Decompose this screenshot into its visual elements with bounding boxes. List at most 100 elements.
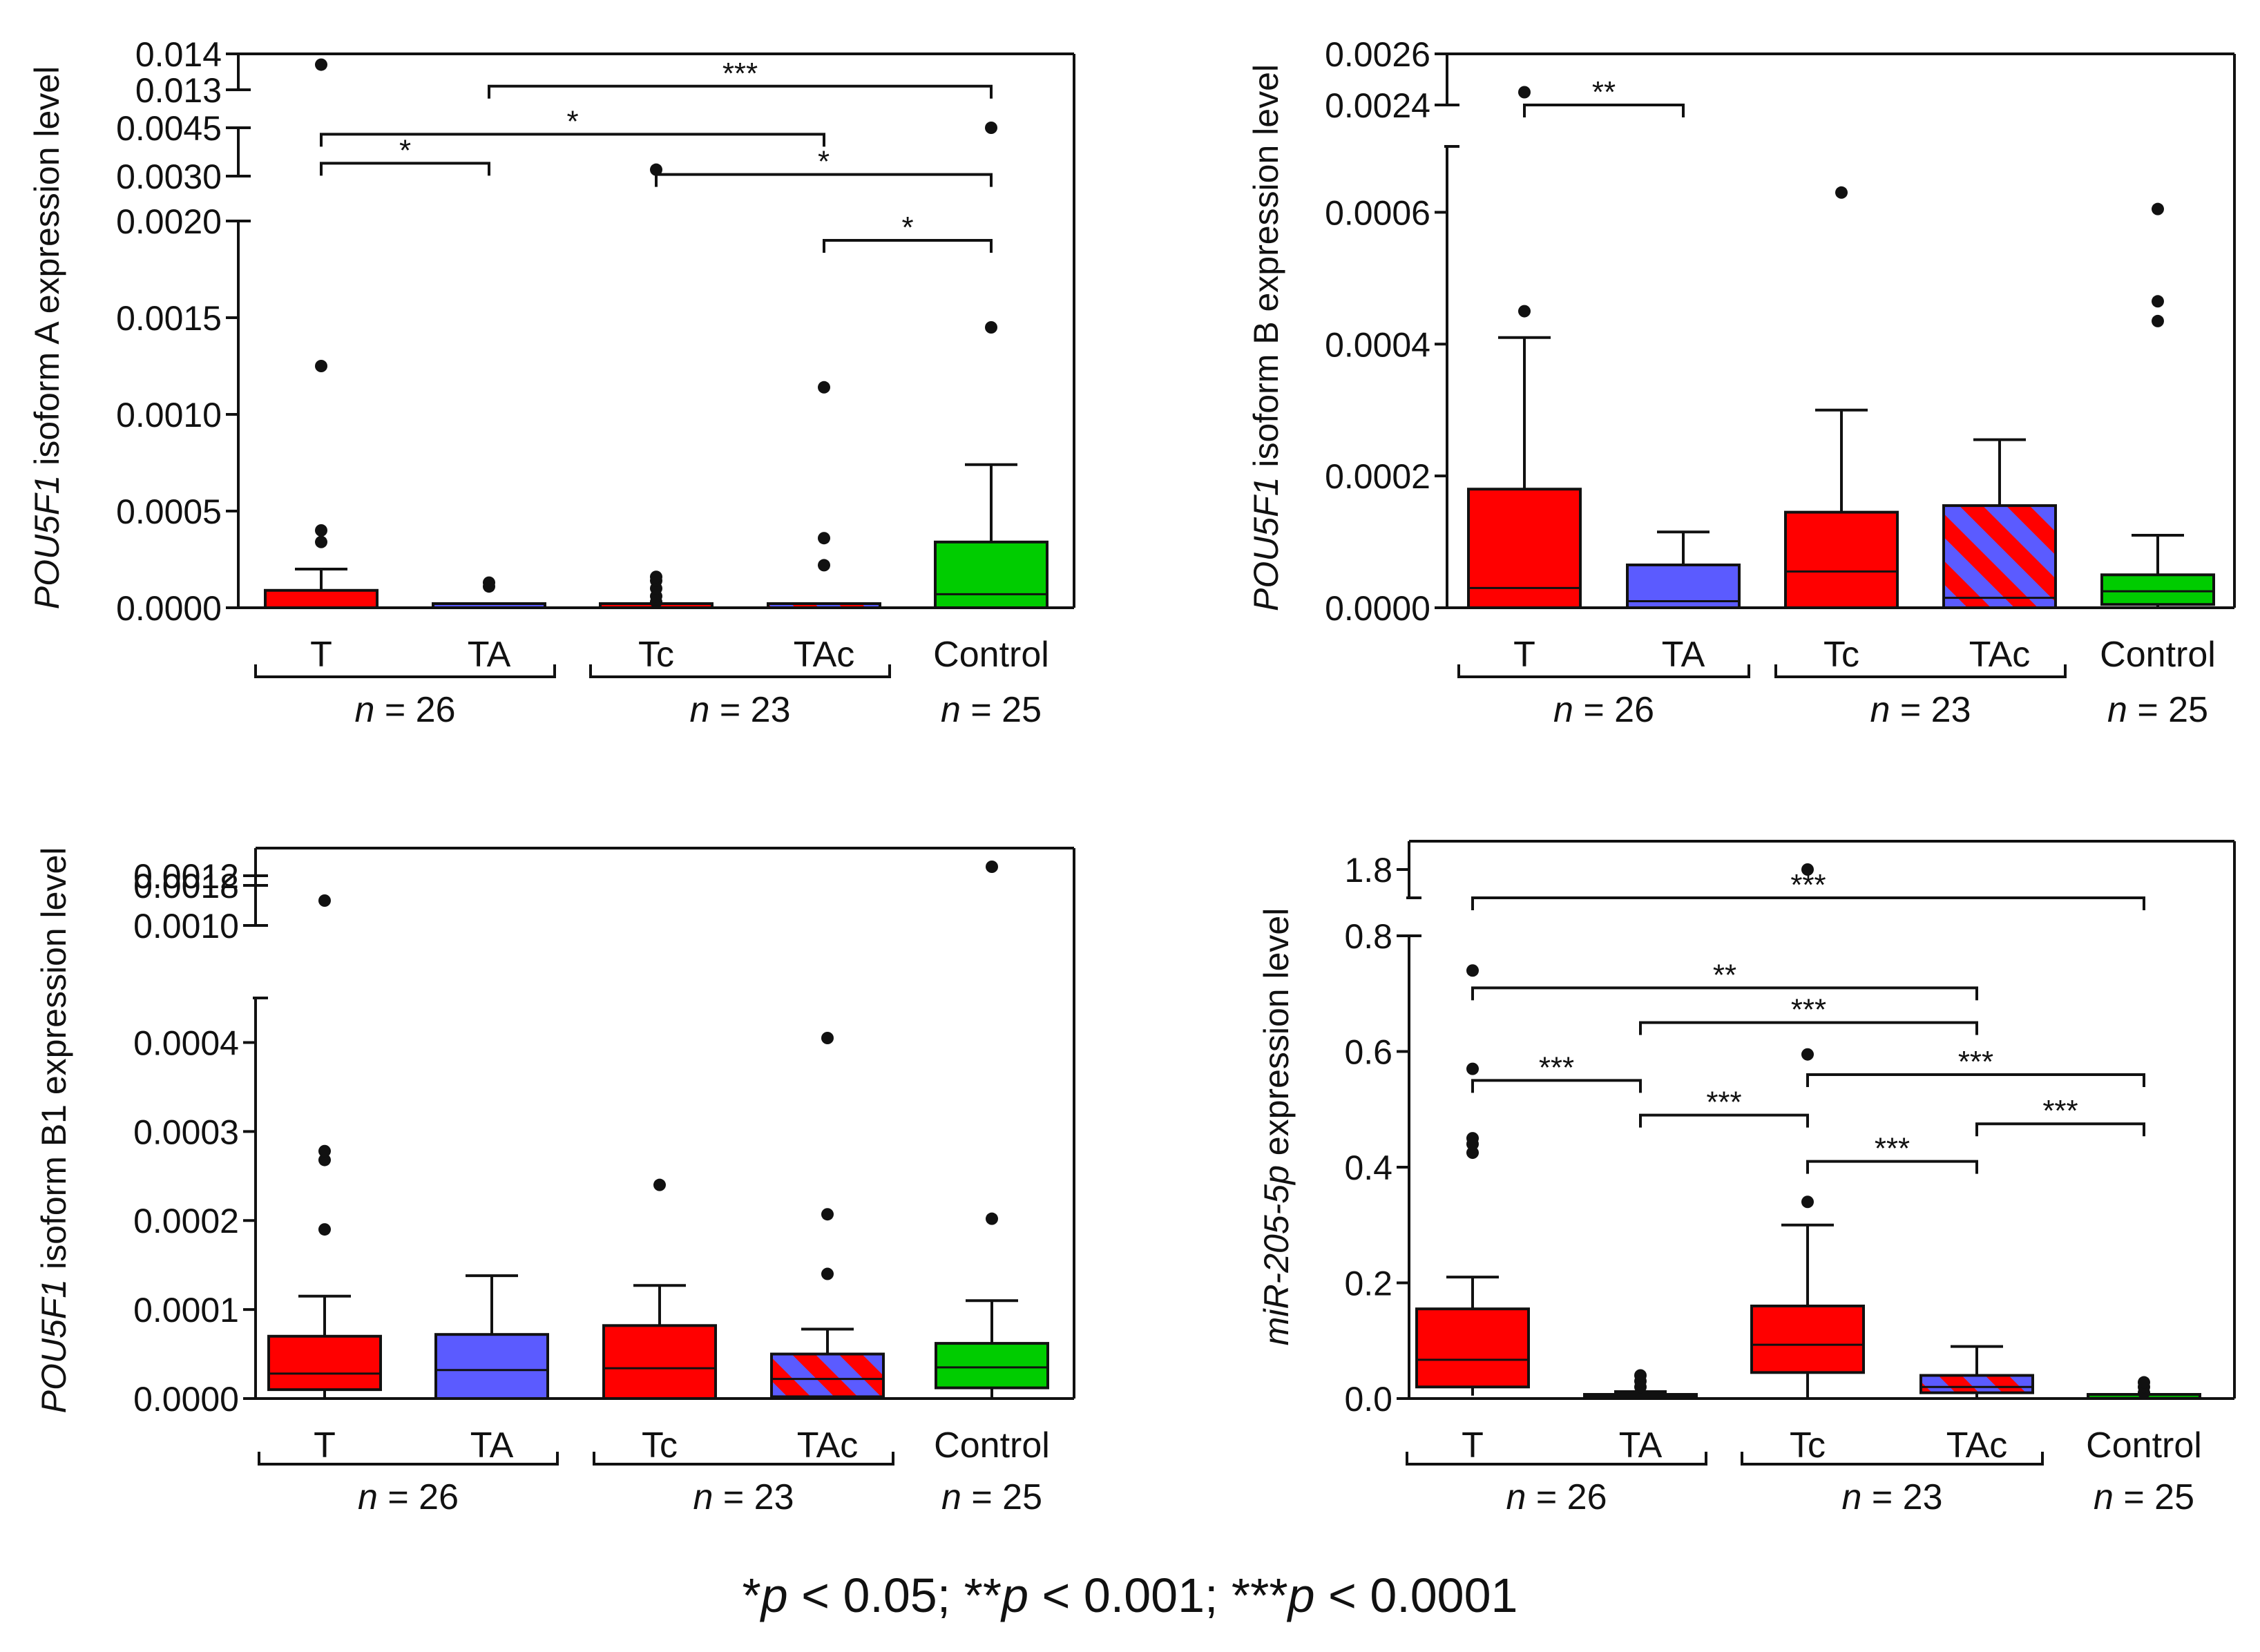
box-control: [2100, 573, 2215, 606]
y-tick-label: 0.0012: [133, 857, 239, 896]
category-label: TA: [1662, 635, 1705, 675]
box-tc: [1750, 1305, 1865, 1374]
y-tick-label: 0.0010: [133, 907, 239, 945]
y-tick-label: 0.0010: [116, 396, 222, 434]
group-brace: [1406, 1452, 1707, 1466]
category-label: TAc: [794, 635, 855, 675]
y-tick-label: 0.0030: [116, 157, 222, 196]
group-n-label: n = 26: [1506, 1477, 1607, 1517]
box-t: [267, 1334, 382, 1392]
outlier-t: [1518, 305, 1531, 318]
y-axis-label-gene: miR-205-5p: [1257, 1165, 1296, 1345]
y-tick-label: 0.0002: [133, 1202, 239, 1240]
y-tick-label: 0.8: [1344, 917, 1392, 956]
outlier-control: [2138, 1376, 2150, 1389]
outlier-t: [318, 894, 331, 907]
outlier-tc: [1801, 863, 1814, 876]
outlier-control: [986, 1212, 998, 1225]
group-n-symbol: n: [358, 1477, 378, 1517]
y-tick-label: 0.0000: [133, 1380, 239, 1419]
group-n-symbol: n: [2094, 1477, 2114, 1517]
y-axis-label-gene: POU5F1: [35, 1279, 73, 1414]
footnote-p-3: p: [1287, 1568, 1315, 1622]
significance-label: ***: [1539, 1050, 1574, 1084]
significance-label: ***: [1958, 1045, 1993, 1079]
box-ta: [434, 1333, 549, 1400]
group-n-symbol: n: [941, 690, 961, 730]
group-n-value: = 23: [1890, 690, 1971, 730]
y-tick-label: 0.0002: [1325, 457, 1430, 496]
category-label: TAc: [1969, 635, 2031, 675]
category-label: T: [310, 635, 332, 675]
group-n-label: n = 25: [2094, 1477, 2194, 1517]
outlier-tac: [818, 381, 830, 394]
significance-bracket: [1639, 1021, 1978, 1035]
outlier-tc: [1801, 1048, 1814, 1061]
category-label: Control: [2100, 635, 2216, 675]
group-n-label: n = 26: [354, 690, 455, 730]
outlier-tac: [821, 1267, 834, 1280]
box-tac: [1919, 1374, 2034, 1394]
outlier-control: [985, 122, 997, 134]
y-tick-label: 0.0015: [116, 299, 222, 338]
category-label: T: [314, 1425, 336, 1466]
y-tick-label: 0.0004: [133, 1024, 239, 1062]
outlier-control: [985, 321, 997, 334]
y-tick-label: 0.4: [1344, 1149, 1392, 1187]
outlier-t: [1518, 86, 1531, 99]
outlier-t: [318, 1153, 331, 1166]
group-n-label: n = 23: [1870, 690, 1971, 730]
box-tac: [1942, 504, 2057, 609]
group-n-label: n = 26: [1553, 690, 1654, 730]
y-tick-label: 0.0005: [116, 492, 222, 531]
significance-label: **: [1713, 958, 1736, 992]
group-brace: [593, 1452, 894, 1466]
outlier-t: [315, 58, 327, 71]
outlier-tc: [653, 1178, 666, 1191]
panel-mir-205: 0.0 0.2 0.4 0.6 0.8 1.8 miR-205-5p expression …: [1257, 840, 2236, 1517]
outlier-t: [1466, 1146, 1479, 1160]
y-tick-label: 0.0: [1344, 1380, 1392, 1419]
y-tick-label: 0.0000: [1325, 589, 1430, 628]
significance-bracket: [1806, 1160, 1978, 1174]
footnote-threshold-3: < 0.0001: [1314, 1568, 1518, 1622]
group-n-symbol: n: [689, 690, 709, 730]
group-n-label: n = 23: [1841, 1477, 1942, 1517]
group-n-label: n = 23: [689, 690, 790, 730]
footnote-p-2: p: [1002, 1568, 1029, 1622]
y-axis-label: POU5F1 isoform B expression level: [1247, 64, 1285, 611]
group-n-label: n = 25: [941, 1477, 1042, 1517]
significance-bracket: [1471, 986, 1978, 1001]
group-brace: [1741, 1452, 2044, 1466]
group-n-value: = 25: [961, 690, 1042, 730]
outlier-t: [315, 524, 327, 537]
outlier-tc: [650, 570, 662, 584]
outlier-control: [986, 861, 998, 873]
box-tac: [770, 1352, 885, 1399]
group-n-value: = 26: [374, 690, 455, 730]
y-tick-label: 0.6: [1344, 1033, 1392, 1072]
category-label: TA: [468, 635, 511, 675]
group-n-label: n = 25: [2107, 690, 2208, 730]
group-brace: [1457, 664, 1750, 678]
group-n-value: = 25: [961, 1477, 1042, 1517]
significance-label: *: [566, 104, 578, 138]
outlier-tc: [650, 163, 662, 176]
footnote-p-1: p: [760, 1568, 788, 1622]
y-axis-label-gene: POU5F1: [1247, 477, 1285, 611]
group-n-label: n = 25: [941, 690, 1042, 730]
y-tick-label: 0.0024: [1325, 86, 1430, 125]
group-n-value: = 26: [1573, 690, 1654, 730]
y-tick-label: 0.0003: [133, 1113, 239, 1151]
y-axis-label-rest: expression level: [1257, 908, 1296, 1165]
footnote-star-1: *: [742, 1568, 761, 1622]
y-tick-label: 0.0045: [116, 109, 222, 148]
outlier-tac: [818, 532, 830, 545]
y-axis-label: POU5F1 isoform A expression level: [28, 66, 66, 609]
y-tick-label: 0.014: [135, 35, 222, 74]
category-label: Control: [2086, 1425, 2202, 1466]
significance-bracket: [320, 162, 490, 176]
outlier-ta: [1634, 1369, 1647, 1382]
outlier-tc: [1801, 1195, 1814, 1209]
